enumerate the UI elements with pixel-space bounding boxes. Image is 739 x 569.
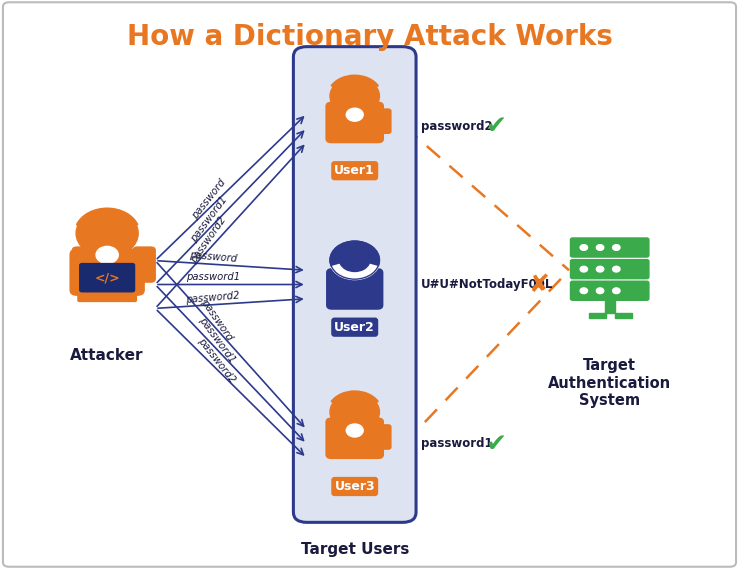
Text: </>: </> [95,271,120,284]
FancyBboxPatch shape [132,246,156,283]
FancyBboxPatch shape [570,237,650,258]
Text: password: password [189,250,237,264]
Text: How a Dictionary Attack Works: How a Dictionary Attack Works [126,23,613,51]
FancyBboxPatch shape [327,424,345,450]
FancyBboxPatch shape [293,47,416,522]
Circle shape [613,266,620,272]
Circle shape [330,393,379,431]
Text: User1: User1 [334,164,375,177]
Text: Target
Authentication
System: Target Authentication System [548,358,671,409]
FancyBboxPatch shape [77,288,137,302]
Circle shape [580,245,588,250]
Text: User2: User2 [334,321,375,333]
Text: password1: password1 [185,272,240,282]
Bar [605,299,615,313]
Text: ✘: ✘ [529,273,550,296]
Circle shape [580,288,588,294]
Text: password2: password2 [189,215,228,265]
FancyBboxPatch shape [72,246,95,283]
Text: password2: password2 [196,336,237,384]
FancyBboxPatch shape [375,108,392,134]
Circle shape [613,245,620,250]
Wedge shape [331,391,378,412]
Circle shape [96,246,118,263]
Circle shape [76,209,138,257]
Circle shape [330,241,379,279]
Text: U#U#NotTodayF00L: U#U#NotTodayF00L [421,278,554,291]
FancyBboxPatch shape [570,259,650,279]
Text: password2: password2 [185,290,239,304]
Circle shape [347,108,363,121]
FancyBboxPatch shape [3,2,736,567]
FancyBboxPatch shape [69,249,145,296]
FancyBboxPatch shape [325,418,384,459]
Text: password2: password2 [421,120,493,133]
FancyBboxPatch shape [79,263,135,292]
Text: password: password [200,297,234,342]
Text: User3: User3 [335,480,375,493]
Text: password1: password1 [197,315,236,365]
Wedge shape [77,208,137,233]
Bar [615,313,632,318]
Wedge shape [331,265,378,279]
Circle shape [330,77,379,115]
Text: ✔: ✔ [485,432,506,456]
Text: password1: password1 [188,195,229,245]
Circle shape [596,245,604,250]
Wedge shape [331,75,378,96]
Text: ✔: ✔ [485,114,506,138]
Bar [589,313,607,318]
Text: Attacker: Attacker [70,348,144,363]
Circle shape [580,266,588,272]
Circle shape [613,288,620,294]
Text: Target Users: Target Users [301,542,409,556]
FancyBboxPatch shape [327,108,345,134]
Circle shape [596,266,604,272]
FancyBboxPatch shape [570,281,650,301]
FancyBboxPatch shape [326,268,384,310]
Text: password: password [190,178,228,221]
Text: password1: password1 [421,438,493,450]
FancyBboxPatch shape [375,424,392,450]
Circle shape [596,288,604,294]
FancyBboxPatch shape [325,102,384,143]
Circle shape [347,424,363,437]
